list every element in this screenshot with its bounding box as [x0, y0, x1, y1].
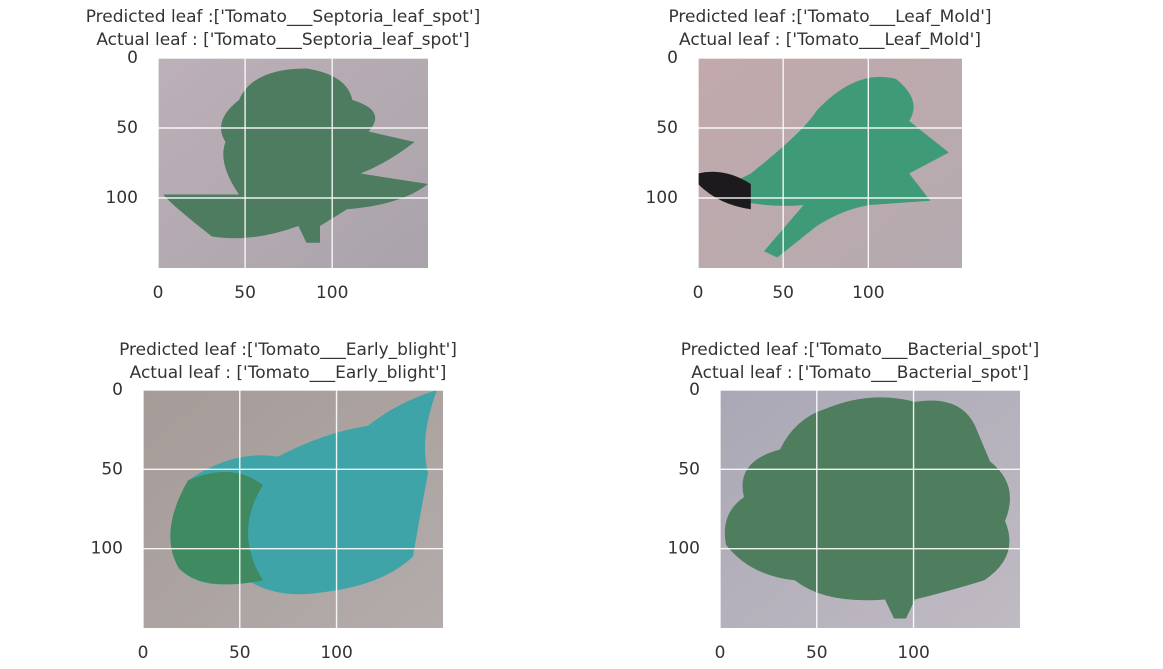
x-tick-label: 50: [229, 643, 251, 663]
y-tick-label: 50: [116, 118, 138, 138]
leaf: [163, 68, 428, 243]
y-tick-label: 50: [656, 118, 678, 138]
leaf: [698, 171, 751, 210]
y-tick-label: 0: [112, 380, 123, 400]
x-tick-label: 100: [316, 283, 348, 303]
x-tick-label: 0: [693, 283, 704, 303]
x-tick-label: 50: [772, 283, 794, 303]
y-tick-label: 50: [101, 459, 123, 479]
title-predicted: Predicted leaf :['Tomato___Septoria_leaf…: [86, 7, 481, 27]
x-tick-label: 50: [234, 283, 256, 303]
x-tick-label: 100: [852, 283, 884, 303]
x-tick-label: 100: [320, 643, 352, 663]
x-tick-label: 0: [138, 643, 149, 663]
y-tick-label: 100: [91, 539, 123, 559]
x-tick-label: 50: [806, 643, 828, 663]
title-actual: Actual leaf : ['Tomato___Early_blight']: [130, 363, 447, 383]
y-tick-label: 100: [668, 539, 700, 559]
title-predicted: Predicted leaf :['Tomato___Bacterial_spo…: [681, 340, 1040, 360]
y-tick-label: 0: [689, 380, 700, 400]
y-tick-label: 0: [127, 48, 138, 68]
title-predicted: Predicted leaf :['Tomato___Early_blight'…: [119, 340, 457, 360]
x-tick-label: 0: [153, 283, 164, 303]
y-tick-label: 0: [667, 48, 678, 68]
y-tick-label: 50: [678, 459, 700, 479]
leaf: [711, 76, 949, 258]
y-tick-label: 100: [646, 188, 678, 208]
title-actual: Actual leaf : ['Tomato___Bacterial_spot'…: [691, 363, 1028, 383]
title-actual: Actual leaf : ['Tomato___Septoria_leaf_s…: [96, 30, 469, 50]
x-tick-label: 0: [715, 643, 726, 663]
leaf: [724, 397, 1010, 619]
title-actual: Actual leaf : ['Tomato___Leaf_Mold']: [679, 30, 981, 50]
y-tick-label: 100: [106, 188, 138, 208]
title-predicted: Predicted leaf :['Tomato___Leaf_Mold']: [668, 7, 991, 27]
x-tick-label: 100: [897, 643, 929, 663]
